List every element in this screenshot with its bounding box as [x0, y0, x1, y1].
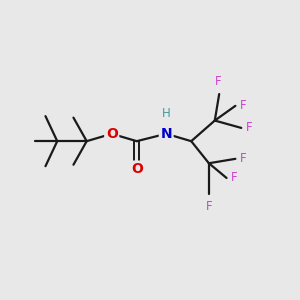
Text: F: F: [246, 122, 252, 134]
Text: O: O: [131, 162, 143, 176]
Text: F: F: [231, 172, 238, 184]
Text: F: F: [214, 75, 221, 88]
Text: H: H: [162, 107, 171, 120]
Text: N: N: [160, 127, 172, 141]
Text: F: F: [240, 152, 246, 165]
Text: O: O: [106, 127, 118, 141]
Text: F: F: [206, 200, 212, 213]
Text: F: F: [240, 99, 246, 112]
